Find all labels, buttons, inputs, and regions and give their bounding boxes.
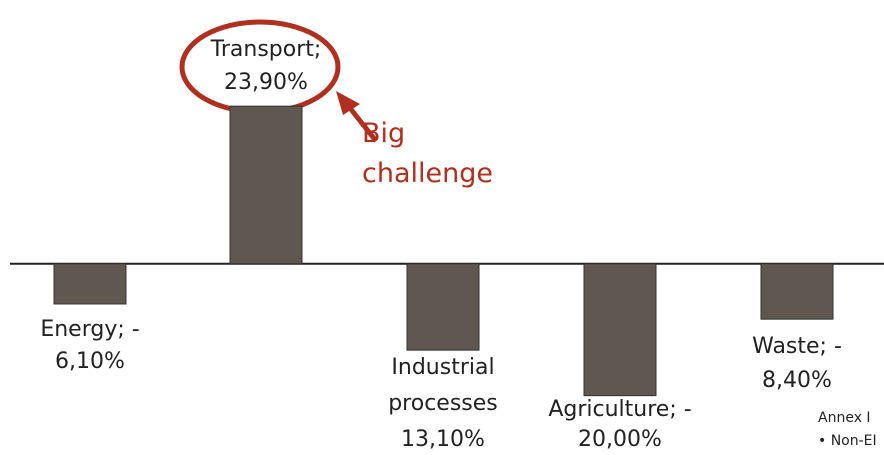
- value-label: 13,10%: [401, 427, 485, 452]
- bar: [229, 105, 303, 265]
- value-label: 6,10%: [55, 349, 125, 374]
- category-label: Industrial processes: [388, 355, 498, 416]
- arrow-head: [336, 91, 360, 115]
- category-label: Waste; -: [752, 334, 842, 359]
- bar: [760, 263, 834, 320]
- annotation: Big challenge: [362, 118, 493, 189]
- category-label: Agriculture; -: [548, 397, 692, 422]
- bar: [406, 263, 480, 351]
- value-label: 23,90%: [224, 70, 308, 95]
- annotation: Annex I: [818, 410, 871, 426]
- value-label: 8,40%: [762, 368, 832, 393]
- bar: [583, 263, 657, 397]
- annotation: • Non-EI: [818, 433, 877, 449]
- value-label: 20,00%: [578, 427, 662, 452]
- category-label: Transport;: [210, 37, 322, 62]
- bar: [53, 263, 127, 305]
- category-label: Energy; -: [40, 317, 140, 342]
